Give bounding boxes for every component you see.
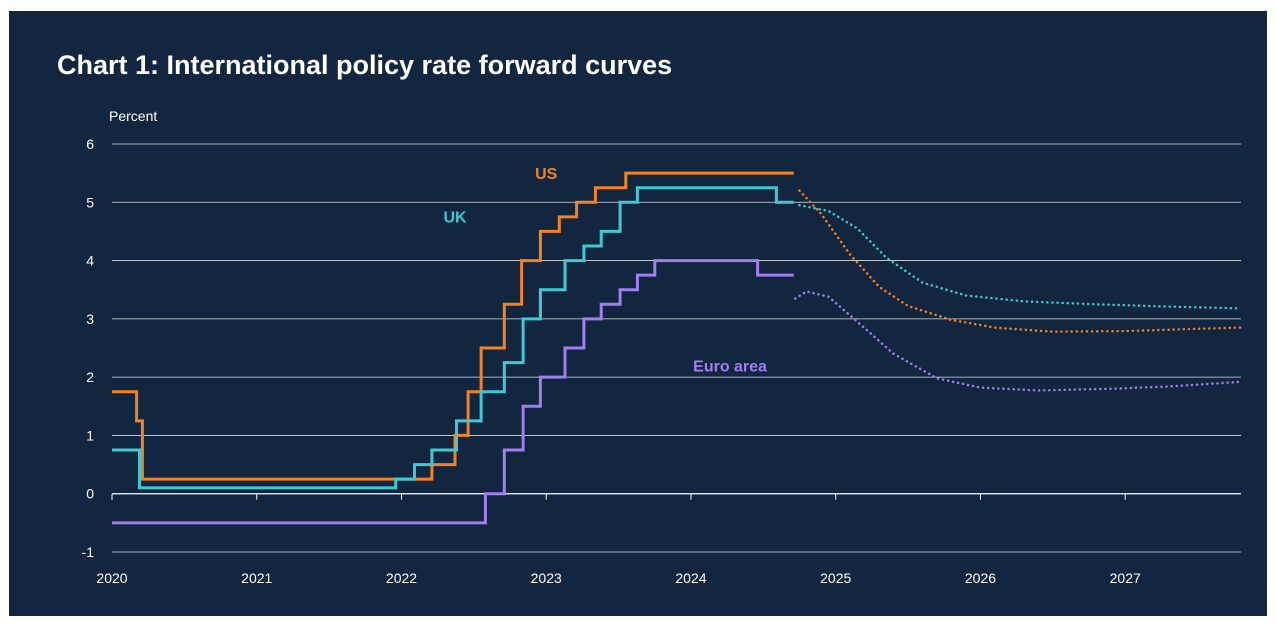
uk-forward-curve [798, 203, 1243, 310]
chart-panel: Chart 1: International policy rate forwa… [9, 11, 1267, 616]
euro-area-forward-curve [793, 290, 1243, 392]
x-tick-label: 2024 [675, 570, 706, 586]
x-tick-label: 2025 [820, 570, 851, 586]
chart-plot: Percent 2020 2021 2022 2023 2024 2025 2026 2027… [82, 108, 1243, 586]
y-axis-ticks: -1 0 1 2 3 4 5 6 [82, 136, 95, 560]
gridlines [112, 143, 1241, 553]
y-tick-label: -1 [82, 544, 95, 560]
uk-actual-line [112, 186, 794, 490]
series-group [112, 171, 1243, 525]
euro-area-label: Euro area [693, 358, 767, 375]
x-tick-label: 2026 [965, 570, 996, 586]
euro-area-actual-line [112, 259, 794, 525]
x-tick-label: 2023 [531, 570, 562, 586]
x-axis: 2020 2021 2022 2023 2024 2025 2026 2027 [96, 493, 1141, 586]
x-tick-label: 2021 [241, 570, 272, 586]
x-tick-label: 2020 [96, 570, 127, 586]
us-forward-curve [798, 189, 1243, 333]
x-tick-label: 2027 [1110, 570, 1141, 586]
uk-label: UK [443, 210, 467, 227]
us-actual-line [112, 171, 794, 481]
y-tick-label: 6 [86, 136, 94, 152]
x-tick-label: 2022 [386, 570, 417, 586]
y-axis-label: Percent [109, 108, 157, 124]
y-tick-label: 5 [86, 194, 94, 210]
y-tick-label: 1 [86, 427, 94, 443]
y-tick-label: 2 [86, 369, 94, 385]
y-tick-label: 0 [86, 486, 94, 502]
chart-title: Chart 1: International policy rate forwa… [57, 50, 673, 80]
y-tick-label: 4 [86, 253, 94, 269]
y-tick-label: 3 [86, 311, 94, 327]
series-labels: US UK Euro area [443, 166, 767, 375]
us-label: US [535, 166, 558, 183]
